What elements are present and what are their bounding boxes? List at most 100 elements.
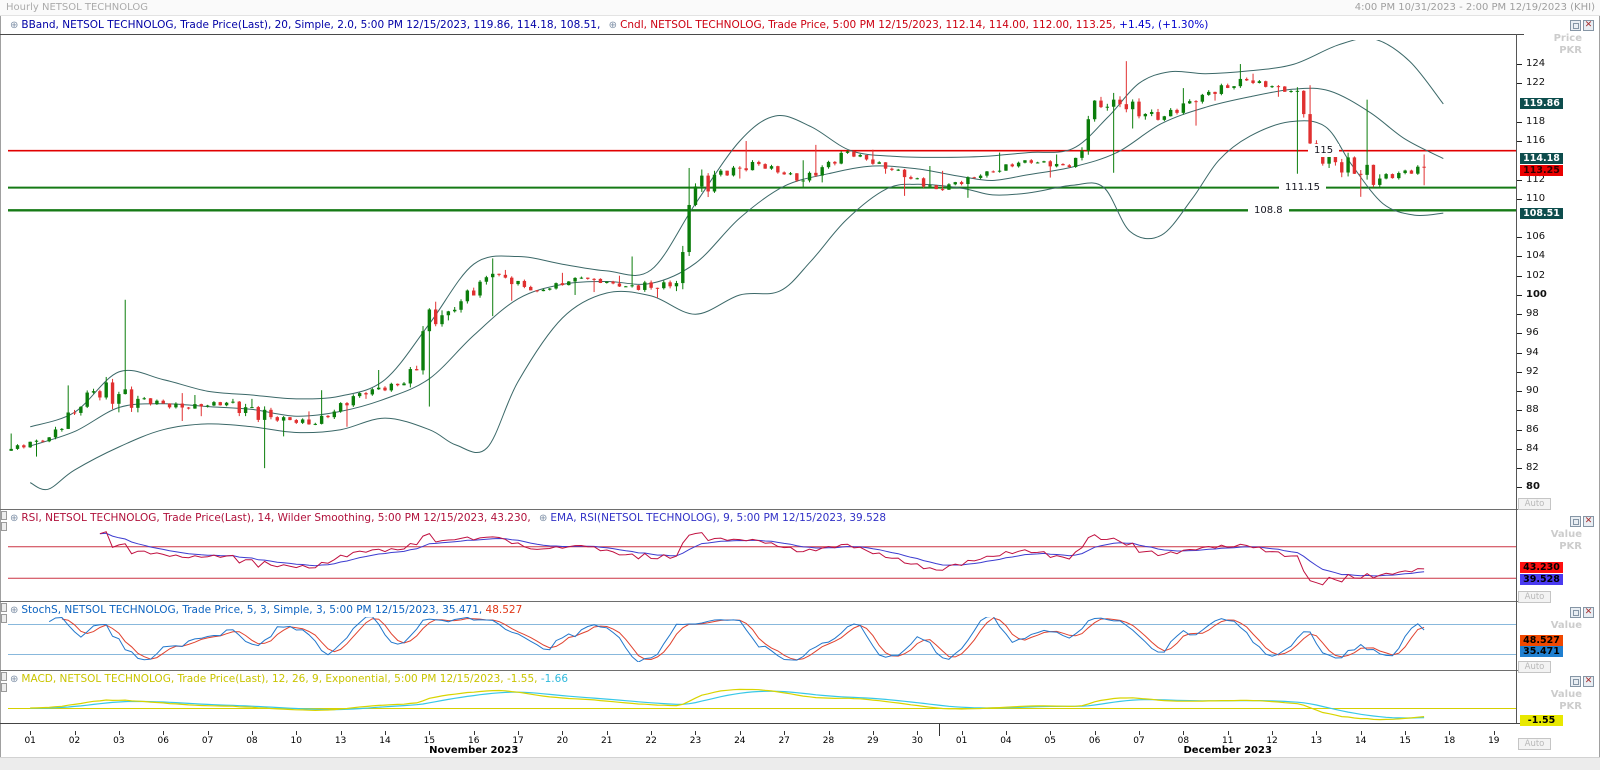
- xaxis-day-tick: [1316, 731, 1318, 735]
- stoch-chart-canvas[interactable]: [8, 617, 1516, 662]
- macd-indicator-icon[interactable]: ⊕: [10, 674, 19, 685]
- xaxis-day-label: 15: [1399, 736, 1411, 746]
- price-tick: [1517, 352, 1522, 354]
- rsi-legend-text[interactable]: RSI, NETSOL TECHNOLOG, Trade Price(Last)…: [21, 512, 531, 524]
- xaxis-month-label: November 2023: [429, 745, 519, 756]
- status-strip: [0, 757, 1600, 770]
- xaxis-separator: [0, 723, 1524, 724]
- stoch-restore-icon[interactable]: [1570, 607, 1581, 618]
- xaxis-day-tick: [651, 731, 653, 735]
- price-tick-label: 82: [1526, 462, 1539, 474]
- xaxis-day-label: 14: [1355, 736, 1367, 746]
- xaxis-day-tick: [1094, 731, 1096, 735]
- rsi-value-badge: 43.230: [1520, 562, 1563, 574]
- xaxis-day-tick: [163, 731, 165, 735]
- xaxis-day-label: 24: [734, 736, 746, 746]
- cndl-legend[interactable]: Cndl, NETSOL TECHNOLOG, Trade Price, 5:0…: [620, 19, 1116, 31]
- macd-chart-canvas[interactable]: [8, 687, 1516, 722]
- price-tick-label: 88: [1526, 404, 1539, 416]
- price-tick: [1517, 294, 1522, 296]
- stoch-close-icon[interactable]: ✕: [1583, 607, 1594, 618]
- macd-value-badge: -1.55: [1520, 714, 1563, 726]
- xaxis-day-label: 13: [334, 736, 347, 746]
- xaxis-day-label: 01: [24, 736, 36, 746]
- xaxis-day-label: 17: [512, 736, 524, 746]
- price-tick: [1517, 429, 1522, 431]
- price-tick: [1517, 83, 1522, 85]
- price-tick: [1517, 448, 1522, 450]
- cndl-indicator-icon[interactable]: ⊕: [608, 20, 618, 31]
- price-tick: [1517, 275, 1522, 277]
- xaxis-day-label: 30: [911, 736, 923, 746]
- macd-close-icon[interactable]: ✕: [1583, 676, 1594, 687]
- ema-indicator-icon[interactable]: ⊕: [539, 513, 548, 524]
- bband-indicator-icon[interactable]: ⊕: [10, 20, 19, 31]
- title-bar[interactable]: Hourly NETSOL TECHNOLOG 4:00 PM 10/31/20…: [0, 0, 1600, 16]
- ema-legend-text[interactable]: EMA, RSI(NETSOL TECHNOLOG), 9, 5:00 PM 1…: [550, 512, 887, 524]
- time-range-label: 4:00 PM 10/31/2023 - 2:00 PM 12/19/2023 …: [1354, 2, 1595, 13]
- macd-legend-text[interactable]: MACD, NETSOL TECHNOLOG, Trade Price(Last…: [21, 673, 538, 685]
- xaxis-day-label: 03: [113, 736, 125, 746]
- xaxis-day-tick: [872, 731, 874, 735]
- xaxis-day-label: 06: [1088, 736, 1101, 746]
- xaxis-day-tick: [385, 731, 386, 735]
- stoch-value-badge: 48.527: [1520, 634, 1563, 646]
- macd-auto-button[interactable]: Auto: [1518, 738, 1551, 750]
- macd-legend: ⊕ MACD, NETSOL TECHNOLOG, Trade Price(Las…: [10, 673, 568, 686]
- xaxis-day-label: 27: [778, 736, 790, 746]
- main-auto-button[interactable]: Auto: [1518, 498, 1551, 510]
- xaxis-day-label: 22: [645, 736, 657, 746]
- price-tick: [1517, 333, 1522, 335]
- stoch-indicator-icon[interactable]: ⊕: [10, 605, 19, 616]
- xaxis-day-tick: [1493, 731, 1495, 735]
- rsi-restore-icon[interactable]: [1570, 516, 1581, 527]
- price-tick: [1517, 391, 1522, 393]
- xaxis-day-tick: [739, 731, 741, 735]
- xaxis-day-label: 01: [955, 736, 968, 746]
- price-tick: [1517, 64, 1522, 66]
- xaxis-day-tick: [207, 731, 209, 735]
- rsi-close-icon[interactable]: ✕: [1583, 516, 1594, 527]
- xaxis-day-tick: [695, 731, 697, 735]
- xaxis-day-label: 14: [379, 736, 391, 746]
- rsi-collapse-handle[interactable]: [1, 511, 7, 520]
- macd-collapse-handle2[interactable]: [1, 683, 7, 692]
- macd-collapse-handle[interactable]: [1, 672, 7, 681]
- rsi-value-badge: 39.528: [1520, 573, 1563, 585]
- xaxis-day-label: 21: [601, 736, 613, 746]
- xaxis-day-tick: [251, 731, 253, 735]
- macd-panel-separator[interactable]: [0, 670, 1524, 671]
- xaxis-day-tick: [1139, 731, 1140, 735]
- price-tick: [1517, 371, 1522, 373]
- xaxis-day-label: 23: [689, 736, 702, 746]
- price-tick: [1517, 179, 1522, 181]
- xaxis-day-label: 06: [157, 736, 169, 746]
- price-tick: [1517, 487, 1522, 489]
- xaxis-day-label: 19: [1488, 736, 1500, 746]
- stoch-collapse-handle[interactable]: [1, 603, 7, 612]
- rsi-auto-button[interactable]: Auto: [1518, 591, 1551, 603]
- xaxis-day-tick: [518, 731, 520, 735]
- main-close-icon[interactable]: ✕: [1583, 20, 1594, 31]
- xaxis-month-label: December 2023: [1183, 745, 1272, 756]
- xaxis-day-tick: [30, 731, 32, 735]
- stoch-legend: ⊕ StochS, NETSOL TECHNOLOG, Trade Price, …: [10, 604, 522, 617]
- stoch-collapse-handle2[interactable]: [1, 614, 7, 623]
- rsi-panel-separator[interactable]: [0, 509, 1524, 510]
- stoch-legend-text[interactable]: StochS, NETSOL TECHNOLOG, Trade Price, 5…: [21, 604, 483, 616]
- price-tick-label: 104: [1526, 250, 1546, 262]
- main-restore-icon[interactable]: [1570, 20, 1581, 31]
- bband-legend[interactable]: BBand, NETSOL TECHNOLOG, Trade Price(Las…: [21, 19, 601, 31]
- stoch-panel-separator[interactable]: [0, 601, 1524, 602]
- main-axis-currency: PKR: [1559, 45, 1582, 56]
- window-title: Hourly NETSOL TECHNOLOG: [6, 2, 148, 13]
- rsi-chart-canvas[interactable]: [8, 527, 1516, 590]
- rsi-collapse-handle2[interactable]: [1, 522, 7, 531]
- main-chart-canvas[interactable]: [8, 40, 1516, 497]
- price-tick: [1517, 256, 1522, 258]
- stoch-legend-value2: 48.527: [482, 604, 523, 616]
- macd-restore-icon[interactable]: [1570, 676, 1581, 687]
- xaxis-day-tick: [473, 731, 475, 735]
- rsi-indicator-icon[interactable]: ⊕: [10, 513, 19, 524]
- stoch-auto-button[interactable]: Auto: [1518, 661, 1551, 673]
